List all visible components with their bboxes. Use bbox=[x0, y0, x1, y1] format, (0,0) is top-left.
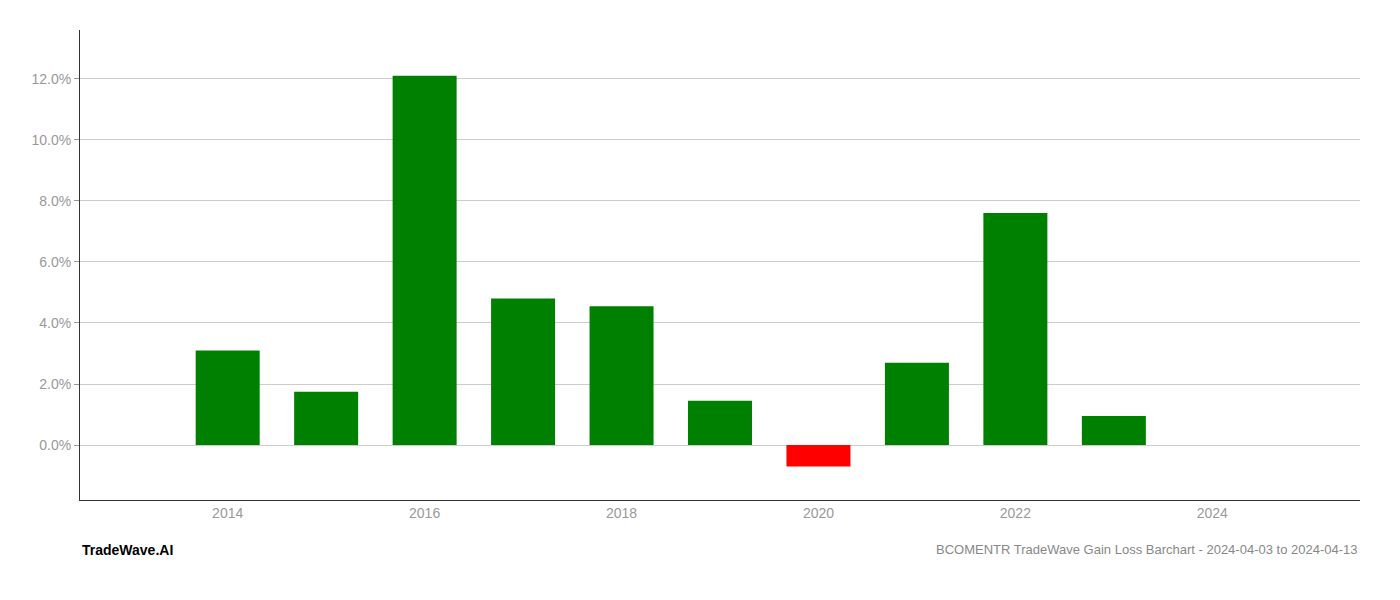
svg-text:TradeWave.AI: TradeWave.AI bbox=[82, 542, 173, 558]
svg-text:10.0%: 10.0% bbox=[31, 132, 71, 148]
svg-text:2016: 2016 bbox=[409, 505, 440, 521]
svg-text:6.0%: 6.0% bbox=[39, 254, 71, 270]
svg-text:2020: 2020 bbox=[803, 505, 834, 521]
svg-text:4.0%: 4.0% bbox=[39, 315, 71, 331]
svg-text:8.0%: 8.0% bbox=[39, 193, 71, 209]
svg-text:2018: 2018 bbox=[606, 505, 637, 521]
svg-text:2.0%: 2.0% bbox=[39, 376, 71, 392]
svg-text:2014: 2014 bbox=[212, 505, 243, 521]
svg-text:BCOMENTR TradeWave Gain Loss B: BCOMENTR TradeWave Gain Loss Barchart - … bbox=[936, 542, 1358, 557]
svg-text:2024: 2024 bbox=[1197, 505, 1228, 521]
svg-text:12.0%: 12.0% bbox=[31, 71, 71, 87]
svg-text:0.0%: 0.0% bbox=[39, 437, 71, 453]
svg-text:2022: 2022 bbox=[1000, 505, 1031, 521]
